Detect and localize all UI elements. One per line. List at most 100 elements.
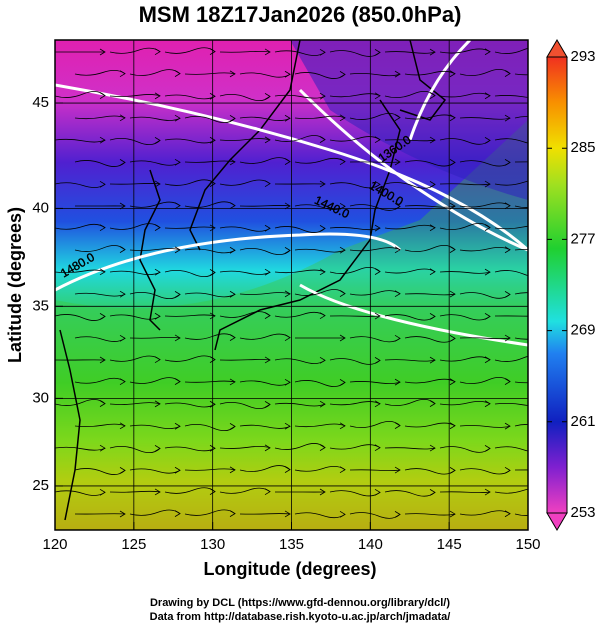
- stream-arrow: [394, 334, 401, 342]
- streamline: [514, 248, 528, 251]
- stream-arrow: [119, 510, 126, 518]
- stream-arrow: [449, 290, 456, 298]
- streamline: [459, 292, 511, 299]
- streamline: [329, 401, 381, 406]
- stream-arrow: [484, 48, 491, 56]
- streamline: [274, 402, 326, 407]
- streamline: [459, 510, 511, 516]
- stream-arrow: [319, 356, 326, 364]
- x-tick-label: 135: [279, 536, 304, 553]
- stream-arrow: [154, 92, 161, 100]
- stream-arrow: [394, 114, 401, 121]
- stream-arrow: [99, 488, 106, 496]
- stream-arrow: [284, 114, 291, 122]
- stream-arrow: [449, 159, 456, 166]
- stream-arrow: [504, 114, 511, 122]
- colorbar-label: 269: [570, 322, 595, 339]
- streamline: [129, 336, 181, 339]
- streamline: [439, 48, 491, 54]
- stream-arrow: [484, 92, 491, 100]
- streamline: [129, 292, 181, 299]
- stream-arrow: [339, 246, 346, 254]
- streamline: [404, 468, 456, 475]
- streamline: [55, 223, 106, 230]
- streamline: [274, 311, 326, 318]
- stream-arrow: [374, 312, 381, 320]
- streamline: [55, 399, 106, 406]
- plot-area: 1360.0 1400.0 1440.0 1480.0: [55, 40, 545, 530]
- streamline: [74, 160, 126, 167]
- stream-arrow: [229, 466, 236, 474]
- streamline: [459, 246, 511, 252]
- stream-arrow: [174, 466, 181, 474]
- stream-arrow: [174, 202, 181, 210]
- stream-arrow: [429, 224, 436, 232]
- streamline: [239, 72, 291, 78]
- stream-arrow: [209, 400, 216, 408]
- stream-arrow: [319, 48, 326, 56]
- contour-line: [55, 83, 528, 252]
- streamline: [274, 50, 326, 56]
- streamline: [514, 337, 528, 340]
- streamline: [459, 117, 511, 120]
- stream-arrow: [119, 290, 126, 298]
- stream-arrow: [504, 202, 511, 210]
- stream-arrow: [504, 334, 511, 342]
- stream-arrow: [229, 202, 236, 209]
- streamline: [55, 314, 106, 321]
- streamline: [494, 138, 528, 144]
- stream-arrow: [394, 511, 401, 518]
- stream-arrow: [229, 290, 236, 298]
- streamline: [404, 70, 456, 76]
- streamline: [294, 115, 346, 120]
- coastline: [139, 169, 161, 331]
- stream-arrow: [209, 224, 216, 232]
- streamline: [109, 314, 161, 320]
- streamline: [294, 157, 346, 164]
- stream-arrow: [229, 246, 236, 254]
- stream-arrow: [429, 313, 436, 320]
- stream-arrow: [99, 313, 106, 320]
- stream-arrow: [449, 422, 456, 430]
- streamline: [494, 270, 528, 276]
- contour-line: [55, 232, 402, 292]
- streamline: [349, 113, 401, 120]
- stream-arrow: [284, 290, 291, 298]
- stream-arrow: [264, 93, 271, 100]
- stream-arrow: [484, 137, 491, 144]
- streamline: [109, 446, 161, 453]
- streamline: [129, 509, 181, 516]
- streamline: [384, 399, 436, 406]
- stream-arrow: [284, 202, 291, 210]
- stream-arrow: [99, 444, 106, 452]
- stream-arrow: [429, 268, 436, 276]
- stream-arrow: [209, 269, 216, 276]
- stream-arrow: [264, 356, 271, 364]
- stream-arrow: [229, 334, 236, 341]
- streamline: [329, 50, 381, 57]
- streamline: [384, 447, 436, 450]
- credit: Data from http://database.rish.kyoto-u.a…: [150, 611, 451, 623]
- streamline: [129, 160, 181, 166]
- streamline: [349, 421, 401, 428]
- streamline: [349, 73, 401, 77]
- streamline: [384, 224, 436, 230]
- streamline: [219, 402, 271, 409]
- streamline: [219, 94, 271, 101]
- streamline: [459, 337, 511, 340]
- streamline: [274, 135, 326, 142]
- streamline: [219, 487, 271, 494]
- stream-arrow: [540, 489, 545, 495]
- stream-arrow: [540, 225, 545, 231]
- y-tick-label: 45: [32, 94, 49, 111]
- stream-arrow: [154, 356, 161, 363]
- streamline: [219, 359, 271, 361]
- stream-arrow: [174, 510, 181, 517]
- stream-arrow: [209, 180, 216, 187]
- stream-arrow: [429, 136, 436, 144]
- coastline: [214, 99, 401, 351]
- streamline: [439, 356, 491, 362]
- streamline: [129, 248, 181, 251]
- stream-arrow: [339, 510, 346, 518]
- streamline: [74, 468, 126, 475]
